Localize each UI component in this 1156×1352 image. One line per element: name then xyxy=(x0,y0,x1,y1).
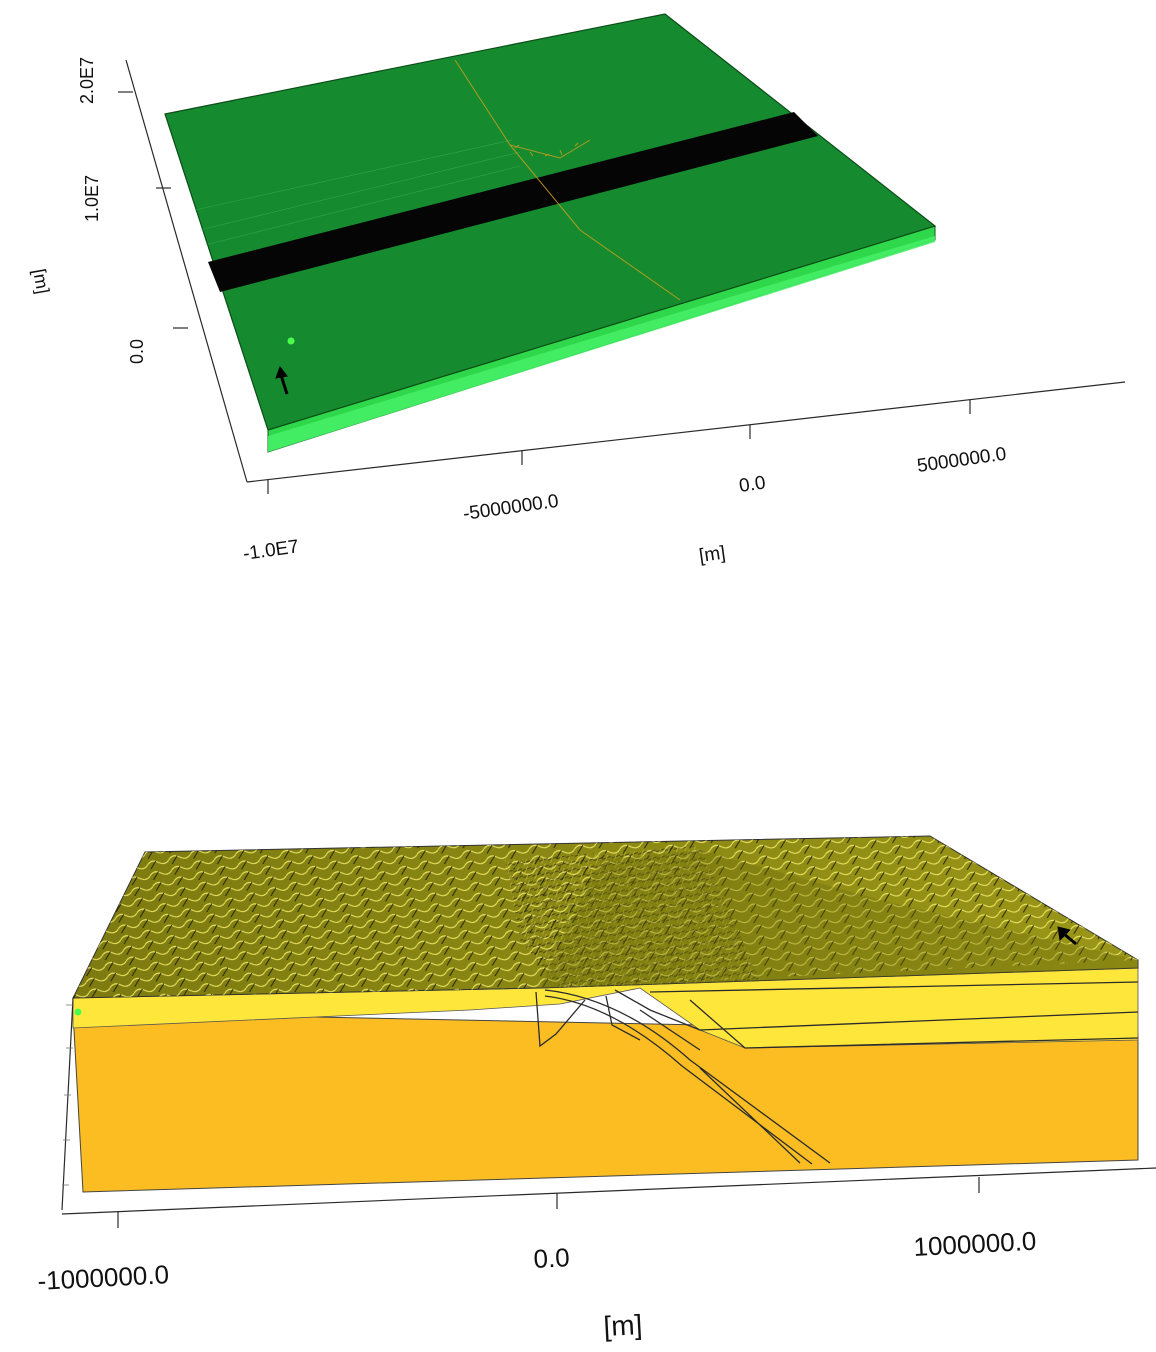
bottom-model-mesh-dense xyxy=(505,846,760,988)
bottom-model-north-arrow-icon xyxy=(1057,926,1077,946)
top-y-tick-label: 0.0 xyxy=(127,339,147,364)
bottom-x-axis: -1000000.0 0.0 1000000.0 [m] xyxy=(37,1167,1156,1342)
top-model-trench-trace xyxy=(454,59,681,301)
bottom-x-tick-label: 1000000.0 xyxy=(913,1226,1037,1262)
bottom-x-tick-label: -1000000.0 xyxy=(37,1259,170,1296)
bottom-model-surface-shadow xyxy=(540,850,1138,988)
bottom-model-boundaries xyxy=(535,981,1139,1165)
top-x-tick-label: 5000000.0 xyxy=(916,444,1008,477)
top-x-tick-label: -5000000.0 xyxy=(462,491,560,525)
bottom-y-axis xyxy=(61,997,74,1211)
top-y-axis: 2.0E7 1.0E7 0.0 [m] xyxy=(29,57,248,483)
bottom-model-marker-dot xyxy=(74,1008,82,1016)
top-model-surface xyxy=(164,13,937,431)
top-model-view: 2.0E7 1.0E7 0.0 [m] -1.0E7 -5000000.0 0.… xyxy=(29,13,1126,567)
top-x-tick-label: -1.0E7 xyxy=(242,536,300,565)
top-y-unit-label: [m] xyxy=(29,267,53,295)
top-model-front-face-lower xyxy=(268,236,935,452)
top-y-tick-label: 1.0E7 xyxy=(82,175,102,222)
top-model-north-arrow-icon xyxy=(275,365,289,395)
top-y-tick-label: 2.0E7 xyxy=(77,57,97,104)
bottom-model-view: -1000000.0 0.0 1000000.0 [m] xyxy=(37,835,1156,1342)
top-x-tick-label: 0.0 xyxy=(738,472,767,496)
bottom-x-tick-label: 0.0 xyxy=(533,1242,571,1274)
bottom-x-unit-label: [m] xyxy=(603,1309,643,1342)
top-model-surface-lines xyxy=(194,139,521,246)
top-model-marker-dot xyxy=(287,337,295,345)
top-x-unit-label: [m] xyxy=(698,542,727,566)
top-model-dark-band xyxy=(208,112,818,292)
